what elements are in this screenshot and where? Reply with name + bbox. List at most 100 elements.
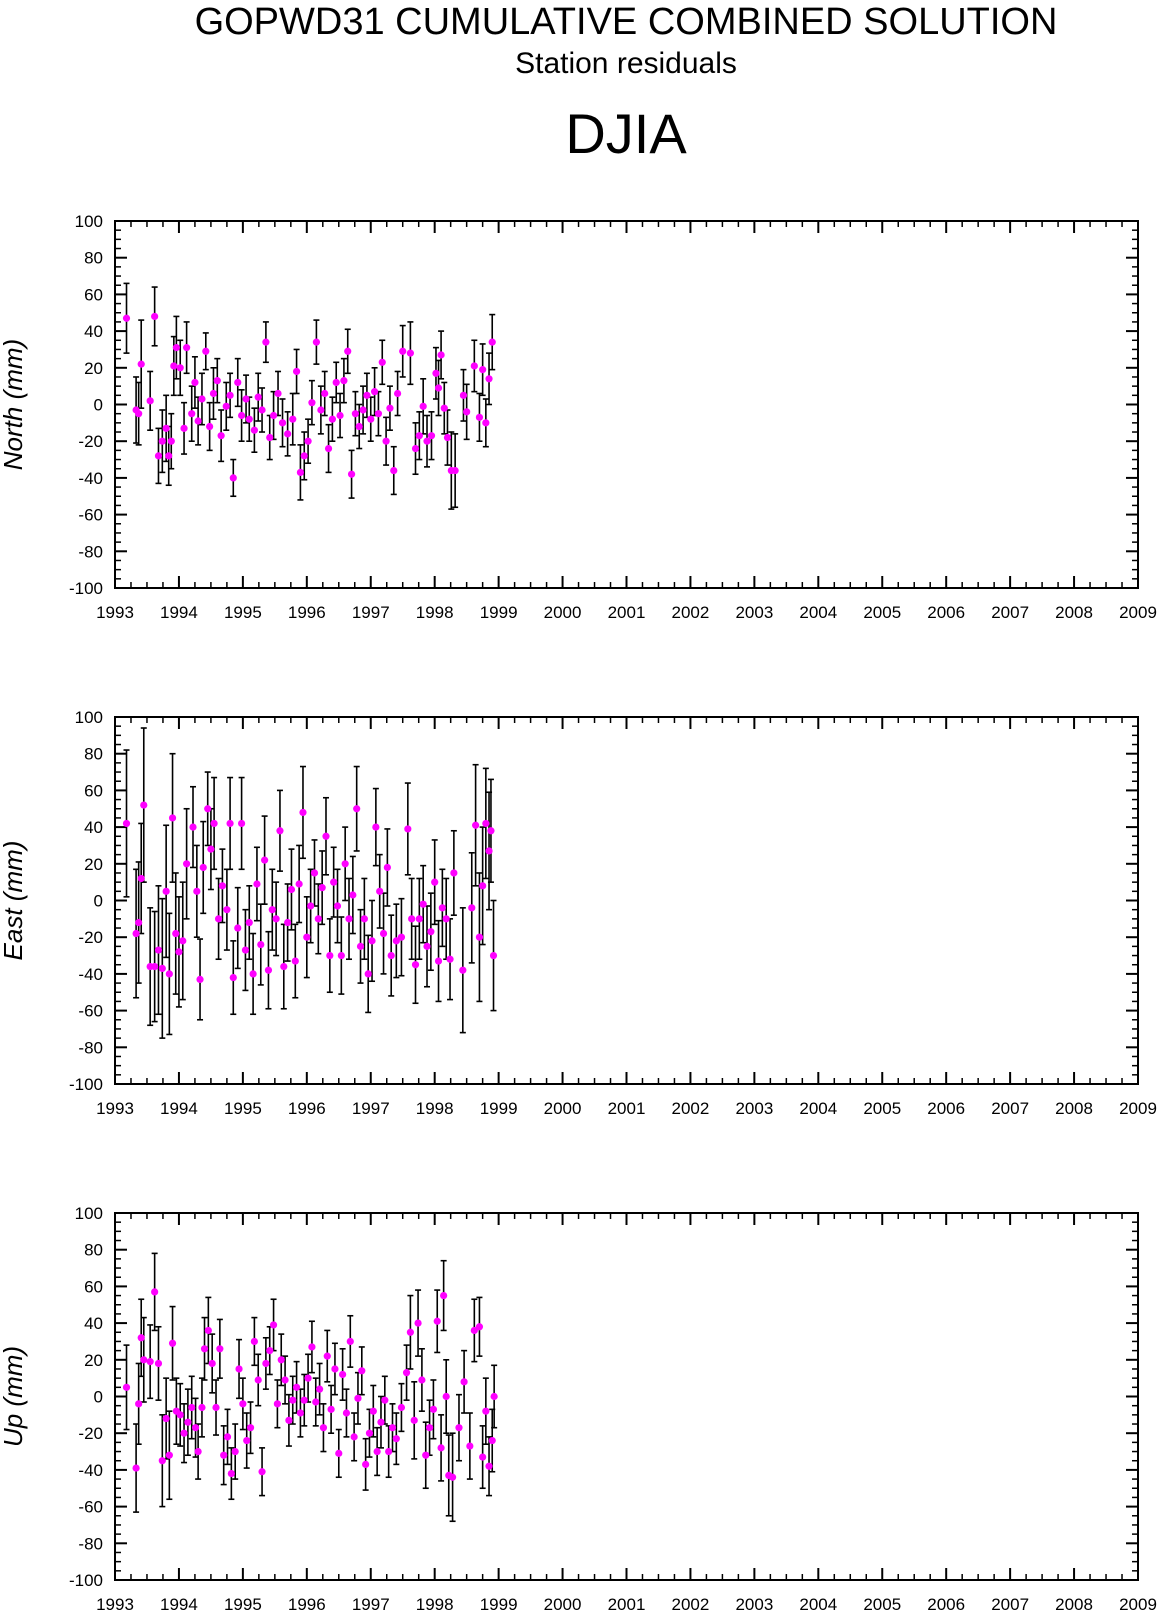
data-point bbox=[392, 937, 400, 945]
y-tick-label: 0 bbox=[94, 892, 103, 911]
data-point bbox=[300, 1396, 308, 1404]
figure-title: GOPWD31 CUMULATIVE COMBINED SOLUTION bbox=[195, 1, 1058, 43]
x-tick-label: 2006 bbox=[927, 1099, 965, 1118]
data-point bbox=[377, 1418, 385, 1426]
data-point bbox=[206, 422, 214, 431]
data-point bbox=[470, 1326, 478, 1335]
data-point bbox=[257, 940, 265, 949]
data-point bbox=[226, 819, 234, 828]
data-point bbox=[425, 1424, 434, 1432]
x-tick-label: 1996 bbox=[288, 1595, 326, 1614]
data-point bbox=[287, 885, 296, 894]
data-point bbox=[154, 946, 163, 954]
plot-frame bbox=[114, 220, 1139, 589]
data-point bbox=[210, 819, 218, 828]
data-point bbox=[488, 338, 496, 346]
data-point bbox=[191, 378, 199, 387]
data-point bbox=[485, 375, 493, 383]
data-point bbox=[281, 1376, 289, 1384]
data-point bbox=[237, 819, 246, 828]
data-point bbox=[385, 1447, 393, 1456]
data-point bbox=[132, 1464, 140, 1472]
data-point bbox=[419, 900, 427, 908]
x-tick-label: 2007 bbox=[991, 1595, 1029, 1614]
data-point bbox=[381, 1396, 389, 1404]
data-point bbox=[299, 808, 307, 817]
data-point bbox=[261, 856, 269, 864]
x-tick-label: 2005 bbox=[863, 603, 901, 622]
data-point bbox=[314, 915, 322, 923]
data-point bbox=[168, 1339, 177, 1347]
data-point bbox=[419, 402, 427, 410]
x-tick-label: 1995 bbox=[224, 603, 262, 622]
data-point bbox=[258, 406, 266, 414]
data-point bbox=[220, 1451, 228, 1459]
data-point bbox=[383, 863, 391, 872]
x-tick-label: 2008 bbox=[1055, 1099, 1093, 1118]
data-point bbox=[342, 1409, 351, 1417]
data-point bbox=[183, 344, 191, 352]
data-point bbox=[490, 1392, 498, 1401]
data-point bbox=[194, 417, 202, 425]
data-point bbox=[226, 391, 234, 399]
data-point bbox=[272, 915, 280, 923]
data-point bbox=[427, 432, 436, 440]
y-tick-label: -100 bbox=[69, 579, 103, 598]
data-point bbox=[250, 1337, 258, 1346]
x-tick-label: 2007 bbox=[991, 1099, 1029, 1118]
data-point bbox=[479, 882, 487, 890]
data-point bbox=[356, 942, 365, 950]
data-point bbox=[482, 419, 490, 427]
data-point bbox=[331, 1365, 339, 1373]
data-point bbox=[429, 1405, 438, 1413]
data-point bbox=[440, 1291, 448, 1300]
data-point bbox=[289, 415, 297, 423]
data-point bbox=[327, 1405, 335, 1413]
data-point bbox=[317, 406, 325, 414]
data-point bbox=[310, 869, 319, 877]
x-tick-label: 2005 bbox=[863, 1099, 901, 1118]
x-tick-label: 1996 bbox=[288, 1099, 326, 1118]
data-point bbox=[443, 433, 452, 442]
data-point bbox=[122, 1383, 131, 1391]
data-point bbox=[151, 962, 159, 971]
data-point bbox=[231, 1447, 239, 1456]
data-point bbox=[165, 452, 173, 460]
y-tick-label: 0 bbox=[94, 1388, 103, 1407]
data-point bbox=[188, 1403, 196, 1412]
data-point bbox=[273, 1400, 282, 1408]
data-point bbox=[358, 1367, 366, 1375]
chart-panel-up: 1993 1994 1995 1996 1997 1998 1999 2000 2001 2002… bbox=[0, 1204, 1157, 1614]
data-point bbox=[246, 1424, 255, 1432]
x-tick-label: 1994 bbox=[160, 1595, 198, 1614]
data-point bbox=[367, 415, 375, 423]
data-point bbox=[292, 367, 301, 376]
data-point bbox=[382, 437, 390, 445]
data-point bbox=[459, 391, 468, 399]
data-point bbox=[488, 1436, 496, 1445]
data-point bbox=[137, 360, 145, 368]
data-point bbox=[418, 1376, 426, 1384]
plot-frame bbox=[114, 1212, 1139, 1581]
y-tick-label: -20 bbox=[78, 432, 103, 451]
data-point bbox=[390, 466, 398, 475]
x-tick-label: 1997 bbox=[352, 1595, 390, 1614]
data-point bbox=[137, 1334, 145, 1342]
data-point bbox=[451, 466, 459, 475]
x-tick-label: 2005 bbox=[863, 1595, 901, 1614]
data-point bbox=[237, 411, 246, 420]
data-point bbox=[176, 1411, 184, 1419]
data-point bbox=[355, 422, 363, 431]
y-tick-label: -60 bbox=[78, 506, 103, 525]
data-point bbox=[466, 1442, 474, 1450]
data-point bbox=[404, 825, 412, 833]
y-tick-label: 40 bbox=[84, 818, 103, 837]
data-point bbox=[336, 411, 344, 420]
data-point bbox=[470, 362, 478, 370]
data-point bbox=[448, 1473, 457, 1481]
data-point bbox=[227, 1469, 235, 1478]
data-point bbox=[442, 1392, 450, 1401]
data-point bbox=[387, 951, 395, 960]
data-point bbox=[370, 388, 379, 396]
